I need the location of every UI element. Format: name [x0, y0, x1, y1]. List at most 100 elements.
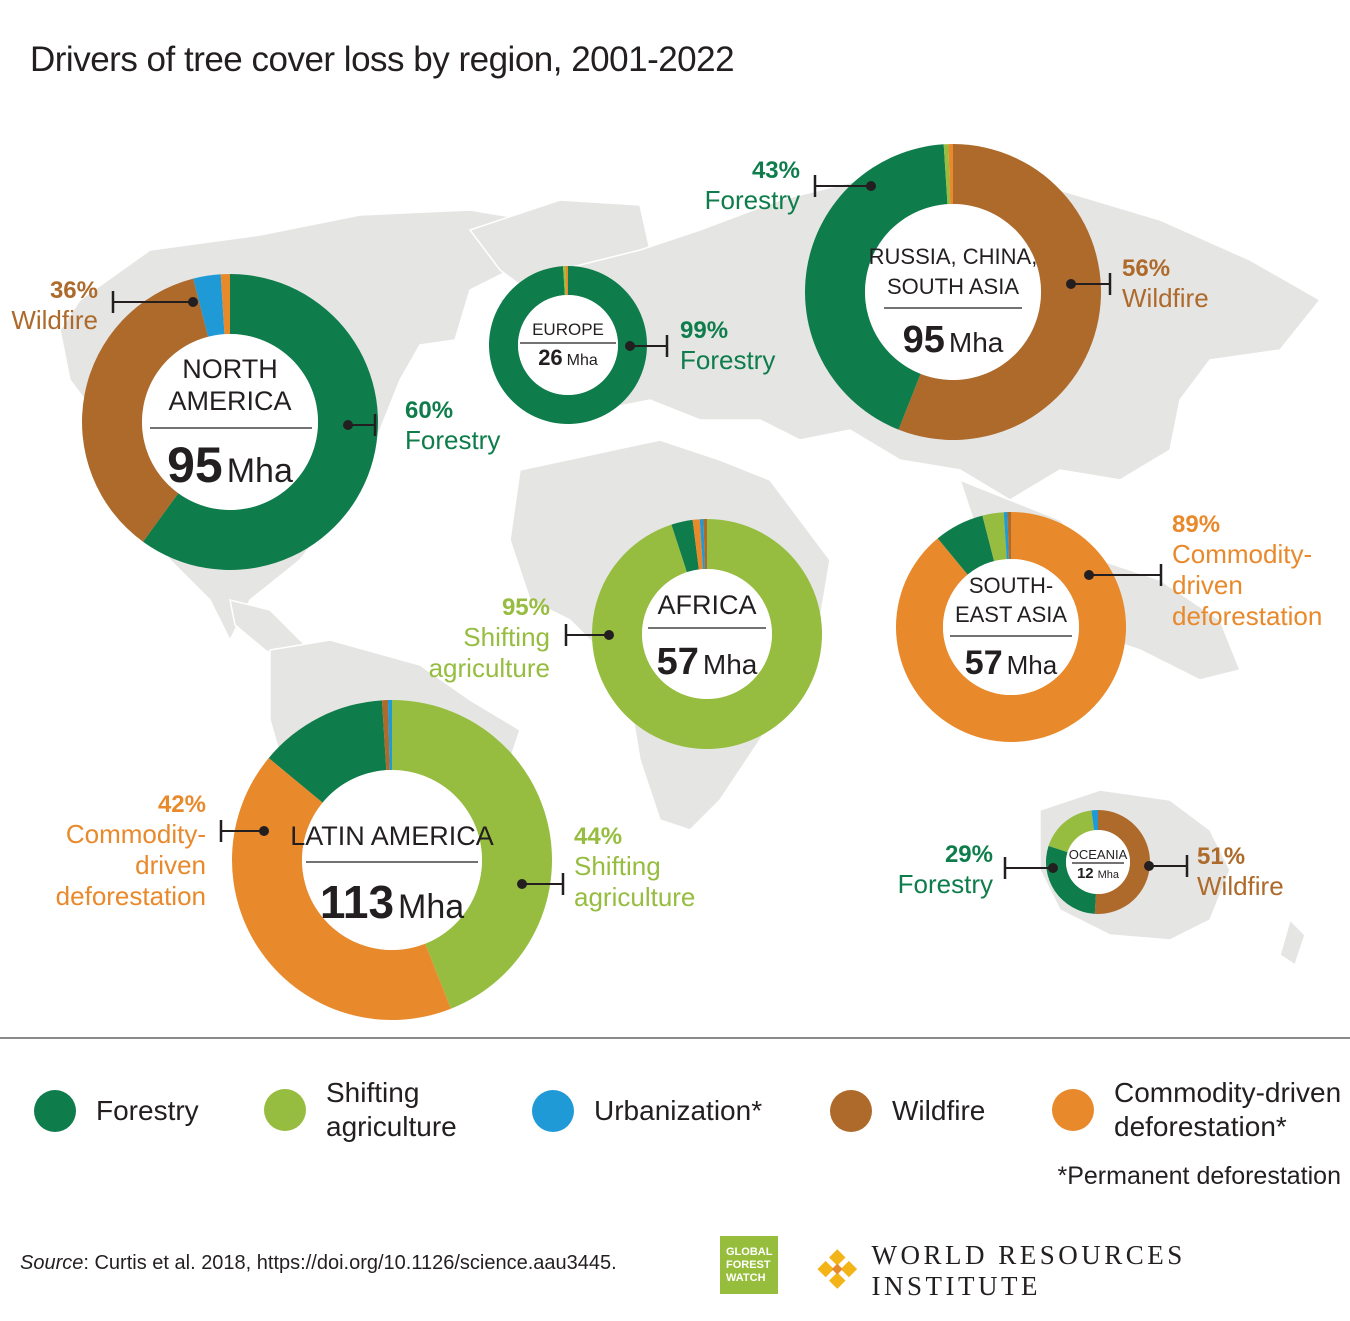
donut-chart: SOUTH- EAST ASIA 57 Mha 89%Commodity-drivend… — [895, 511, 1322, 743]
callout-dot — [1066, 279, 1076, 289]
total-unit: Mha — [1007, 650, 1058, 680]
source-text: : Curtis et al. 2018, https://doi.org/10… — [83, 1252, 617, 1274]
slice-urbanization — [1091, 810, 1098, 831]
region-label: AFRICA — [657, 590, 756, 620]
total-unit: Mha — [949, 327, 1004, 358]
callout-dot — [1048, 863, 1058, 873]
donut-hole — [1066, 830, 1130, 894]
region-label: OCEANIA — [1069, 847, 1128, 862]
slice-commodity — [232, 758, 451, 1020]
callout-percent: 95% — [502, 594, 550, 621]
region-label: SOUTH ASIA — [887, 274, 1019, 299]
region-label: SOUTH- — [969, 573, 1053, 598]
gfw-logo-line: GLOBAL — [726, 1245, 773, 1258]
callout-percent: 43% — [752, 157, 800, 184]
callout-label: driven — [1172, 570, 1243, 600]
slice-wildfire — [703, 519, 707, 570]
legend-label: Forestry — [96, 1095, 199, 1126]
slice-forestry — [805, 144, 948, 430]
callout-percent: 44% — [574, 823, 622, 850]
legend-label: Shifting agriculture — [326, 1077, 457, 1142]
callout-label: Wildfire — [11, 305, 98, 335]
total-unit: Mha — [398, 888, 464, 926]
chart-title: Drivers of tree cover loss by region, 20… — [30, 40, 735, 79]
shifting-agriculture-dot — [264, 1089, 306, 1131]
global-forest-watch-logo: GLOBAL FOREST WATCH — [720, 1236, 778, 1294]
donut-chart: LATIN AMERICA 113 Mha 42%Commodity-drivende… — [56, 700, 695, 1020]
footnote: *Permanent deforestation — [1057, 1162, 1341, 1190]
callout-percent: 36% — [50, 277, 98, 304]
wri-emblem-icon — [817, 1249, 858, 1289]
callout: 43%Forestry — [705, 157, 876, 215]
legend-label: Urbanization* — [594, 1095, 763, 1126]
slice-commodity — [565, 266, 568, 296]
total-unit: Mha — [567, 352, 598, 369]
callout: 29%Forestry — [898, 841, 1058, 899]
slice-wildfire — [381, 700, 390, 771]
callout-label: Commodity- — [66, 819, 206, 849]
gfw-logo-line: WATCH — [726, 1271, 766, 1284]
total-value: 113 — [320, 876, 394, 928]
callout-label: deforestation — [56, 881, 206, 911]
callout-percent: 29% — [945, 841, 993, 868]
total-unit: Mha — [227, 452, 293, 490]
slice-forestry — [488, 266, 647, 424]
gfw-logo-line: FOREST — [726, 1258, 771, 1271]
donut-hole — [642, 569, 772, 699]
wri-logo: WORLD RESOURCES INSTITUTE — [815, 1240, 1350, 1302]
slice-commodity — [220, 274, 230, 335]
callout-percent: 89% — [1172, 511, 1220, 538]
total-unit: Mha — [703, 649, 758, 680]
donut-hole — [865, 204, 1041, 380]
callout-percent: 56% — [1122, 255, 1170, 282]
callout-percent: 51% — [1197, 843, 1245, 870]
donut-chart: EUROPE 26 Mha 99%Forestry — [488, 266, 775, 424]
region-label: LATIN AMERICA — [290, 821, 494, 851]
map-new-zealand — [1279, 918, 1306, 967]
total-unit: Mha — [1098, 869, 1120, 881]
region-label: AMERICA — [168, 386, 291, 416]
slice-wildfire — [82, 278, 209, 542]
donut-hole — [943, 559, 1079, 695]
region-total: 57 Mha — [965, 644, 1058, 682]
callout: 56%Wildfire — [1066, 255, 1209, 313]
slice-forestry — [937, 515, 995, 575]
total-value: 95 — [167, 437, 223, 493]
total-value: 12 — [1077, 865, 1094, 882]
slice-commodity — [895, 512, 1126, 743]
slice-wildfire — [1094, 810, 1150, 914]
legend-label: Wildfire — [892, 1095, 986, 1126]
region-total: 12 Mha — [1077, 865, 1120, 882]
callout-label: Commodity- — [1172, 539, 1312, 569]
callout-label: Forestry — [405, 425, 500, 455]
commodity-dot — [1052, 1089, 1094, 1131]
slice-shifting-agriculture — [591, 519, 822, 749]
callout-label: Forestry — [680, 345, 775, 375]
slice-forestry — [1046, 845, 1096, 914]
total-value: 26 — [538, 345, 562, 370]
region-total: 57 Mha — [657, 641, 758, 683]
source-note: Source: Curtis et al. 2018, https://doi.… — [20, 1252, 617, 1275]
region-total: 113 Mha — [320, 876, 464, 928]
slice-wildfire — [898, 144, 1101, 440]
callout-label: Wildfire — [1197, 871, 1284, 901]
slice-shifting-agriculture — [563, 266, 567, 296]
forestry-dot — [34, 1090, 76, 1132]
slice-wildfire — [1007, 512, 1011, 560]
callout-label: agriculture — [574, 882, 695, 912]
region-total: 95 Mha — [167, 437, 293, 493]
donut-hole — [518, 295, 618, 395]
region-total: 26 Mha — [538, 345, 598, 370]
callout-dot — [517, 879, 527, 889]
callout-dot — [259, 826, 269, 836]
callout-dot — [604, 630, 614, 640]
region-label: EAST ASIA — [955, 602, 1067, 627]
legend-item-urbanization: Urbanization* — [532, 1090, 762, 1132]
callout-dot — [625, 341, 635, 351]
region-label: EUROPE — [532, 320, 604, 339]
callout-percent: 60% — [405, 397, 453, 424]
callout-percent: 99% — [680, 317, 728, 344]
